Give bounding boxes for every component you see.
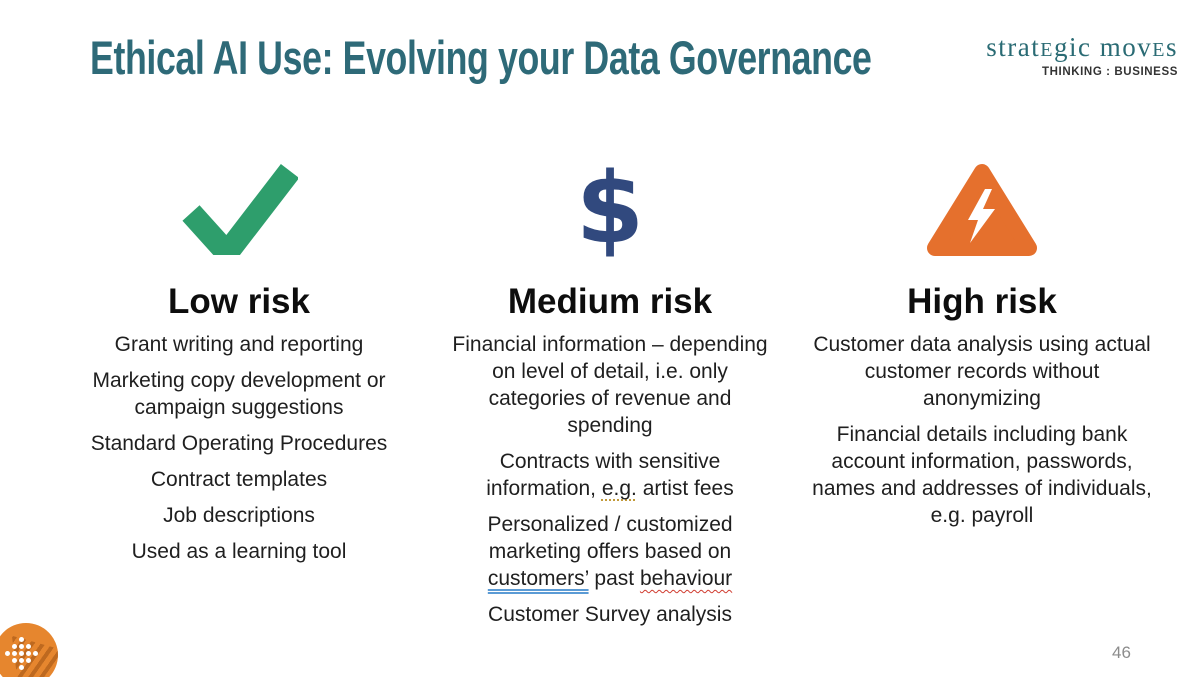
list-item: Contracts with sensitive information, e.… [444,448,776,502]
dotted-underline-text: e.g. [601,477,637,500]
column-heading: Low risk [168,282,310,321]
brand-logo: stratEgic movEs THINKING : BUSINESS [986,32,1178,78]
brand-name-part: gic mov [1054,32,1153,62]
brand-name-part: strat [986,32,1041,62]
dots-arrow-icon [5,651,10,656]
list-item: Job descriptions [163,504,315,527]
list-item: Grant writing and reporting [114,333,364,356]
warning-triangle-icon [812,150,1152,268]
list-item: Personalized / customized marketing offe… [444,511,776,592]
list-item: Customer data analysis using actual cust… [813,333,1151,410]
column-low-risk: Low risk Grant writing and reporting Mar… [79,150,399,574]
brand-name: stratEgic movEs [986,32,1178,65]
list-item: Marketing copy development or campaign s… [92,369,386,419]
lightning-bolt-glyph [968,189,995,243]
brand-name-part: E [1152,39,1166,61]
list-item: Standard Operating Procedures [90,432,388,455]
corner-dots-arrow-logo [0,623,58,677]
logo-shadow-stripes [11,635,58,677]
column-heading: High risk [907,282,1057,321]
checkmark-icon [79,150,399,268]
text-segment: Personalized / customized marketing offe… [487,513,733,563]
column-heading: Medium risk [507,282,713,321]
text-segment: Contracts with sensitive information, [486,450,721,500]
text-segment: past [588,567,640,590]
dollar-icon: $ [575,152,645,266]
list-item: Used as a learning tool [131,540,347,563]
text-segment: artist fees [636,477,734,500]
list-item: Financial information – depending on lev… [452,333,768,437]
red-wavy-underline-text: behaviour [639,567,733,590]
page-number: 46 [1112,643,1131,662]
brand-name-part: E [1040,39,1055,61]
list-item: Financial details including bank account… [812,423,1152,527]
list-item: Customer Survey analysis [488,603,732,626]
brand-name-part: s [1165,32,1178,62]
blue-double-underline-text: customers’ [487,567,589,590]
slide-title: Ethical AI Use: Evolving your Data Gover… [90,31,872,84]
column-high-risk: High risk Customer data analysis using a… [812,150,1152,538]
list-item: Contract templates [150,468,328,491]
column-medium-risk: $ Medium risk Financial information – de… [444,150,776,637]
brand-tagline: THINKING : BUSINESS [1042,66,1178,78]
